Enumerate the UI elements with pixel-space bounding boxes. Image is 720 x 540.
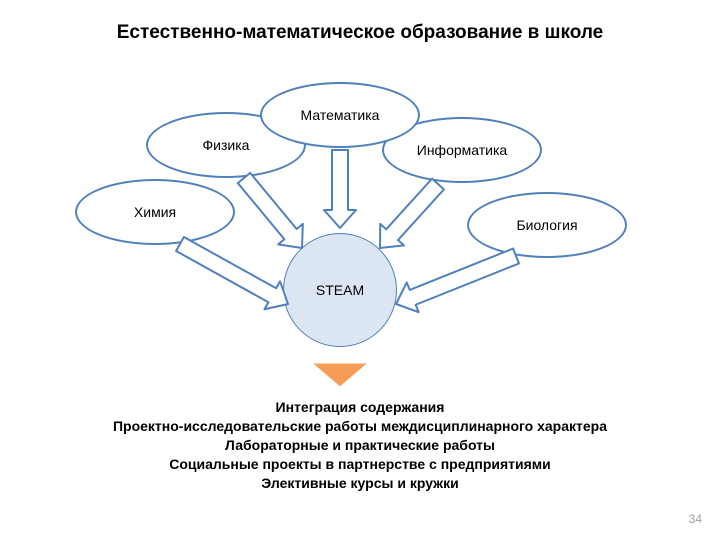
down-triangle-icon xyxy=(312,363,368,387)
down-triangle xyxy=(0,0,720,540)
